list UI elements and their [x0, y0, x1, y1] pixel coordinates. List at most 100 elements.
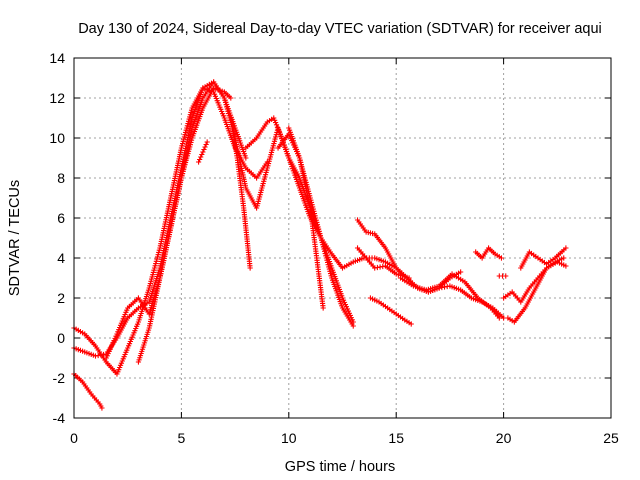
y-tick-label: -4 — [53, 410, 66, 426]
data-marker — [240, 203, 246, 209]
data-marker — [339, 293, 345, 299]
data-marker — [561, 262, 567, 268]
data-marker — [455, 270, 462, 276]
data-marker — [466, 294, 473, 300]
y-tick-label: 2 — [57, 290, 65, 306]
y-tick-label: 8 — [57, 170, 65, 186]
x-tick-label: 5 — [178, 430, 186, 446]
data-marker — [328, 273, 334, 279]
data-marker — [359, 256, 365, 262]
data-marker — [178, 177, 184, 183]
y-tick-label: 12 — [49, 90, 65, 106]
plot-frame — [73, 57, 612, 419]
data-point — [200, 149, 206, 155]
data-marker — [202, 144, 208, 150]
series-5 — [135, 85, 234, 365]
y-tick-label: 4 — [57, 250, 65, 266]
series-2 — [71, 79, 249, 359]
data-marker — [533, 253, 539, 260]
series-line — [73, 81, 247, 357]
data-marker — [78, 377, 84, 383]
series-10 — [286, 125, 326, 311]
data-marker — [444, 283, 450, 290]
data-marker — [434, 284, 440, 290]
data-marker — [339, 303, 345, 309]
data-marker — [100, 351, 107, 358]
data-marker — [404, 274, 410, 280]
x-tick-label: 25 — [603, 430, 619, 446]
data-marker — [276, 129, 282, 135]
data-marker — [124, 347, 130, 353]
data-marker — [145, 327, 152, 333]
data-marker — [473, 293, 479, 299]
data-marker — [209, 87, 216, 93]
data-point — [204, 139, 210, 145]
data-marker — [361, 253, 368, 259]
data-marker — [296, 153, 302, 159]
data-marker — [317, 233, 324, 239]
data-marker — [98, 403, 104, 409]
data-marker — [285, 153, 291, 159]
data-marker — [400, 315, 406, 322]
data-marker — [380, 258, 386, 264]
y-tick-label: -2 — [53, 370, 66, 386]
data-marker — [87, 389, 93, 395]
data-marker — [295, 173, 302, 179]
data-marker — [91, 341, 97, 347]
series-line — [137, 87, 232, 363]
y-tick-label: 0 — [57, 330, 65, 346]
y-tick-label: 10 — [49, 130, 65, 146]
data-marker — [95, 399, 101, 405]
data-marker — [494, 313, 501, 319]
data-marker — [199, 107, 205, 113]
data-marker — [145, 287, 152, 293]
data-marker — [245, 243, 251, 249]
data-marker — [189, 127, 195, 133]
x-tick-label: 20 — [496, 430, 512, 446]
data-marker — [391, 309, 397, 316]
data-marker — [559, 249, 565, 255]
data-marker — [220, 93, 226, 99]
data-marker — [391, 270, 398, 276]
series-15 — [473, 245, 505, 261]
x-tick-label: 0 — [70, 430, 78, 446]
data-marker — [90, 352, 96, 358]
data-marker — [273, 122, 280, 128]
axis-ticks: -4 -2 0 2 4 6 8 10 12 14 0 5 10 15 20 25 — [49, 50, 619, 446]
data-point — [563, 245, 569, 251]
data-marker — [370, 263, 376, 269]
data-marker — [274, 124, 281, 130]
data-marker — [199, 97, 205, 103]
data-marker — [156, 277, 163, 283]
data-marker — [79, 348, 86, 354]
data-marker — [496, 254, 502, 260]
series-14 — [397, 271, 502, 321]
x-tick-label: 15 — [388, 430, 404, 446]
data-marker — [189, 117, 195, 123]
data-marker — [486, 303, 492, 310]
data-marker — [382, 303, 389, 310]
data-marker — [273, 119, 279, 126]
data-marker — [264, 167, 270, 173]
series-3 — [71, 371, 105, 411]
data-marker — [499, 273, 506, 279]
data-marker — [197, 156, 203, 163]
x-axis-label: GPS time / hours — [285, 459, 395, 475]
x-tick-label: 10 — [281, 430, 297, 446]
data-marker — [550, 256, 556, 263]
data-marker — [247, 263, 253, 269]
data-series — [71, 79, 569, 411]
data-marker — [269, 116, 275, 122]
series-16 — [496, 273, 509, 279]
y-tick-label: 6 — [57, 210, 65, 226]
data-marker — [275, 126, 281, 133]
data-marker — [313, 253, 320, 259]
data-marker — [134, 307, 140, 313]
series-12 — [354, 245, 412, 281]
data-marker — [542, 267, 549, 273]
data-marker — [263, 121, 269, 127]
data-marker — [226, 93, 232, 100]
data-marker — [455, 286, 462, 292]
series-13 — [367, 295, 414, 327]
data-marker — [242, 153, 248, 159]
